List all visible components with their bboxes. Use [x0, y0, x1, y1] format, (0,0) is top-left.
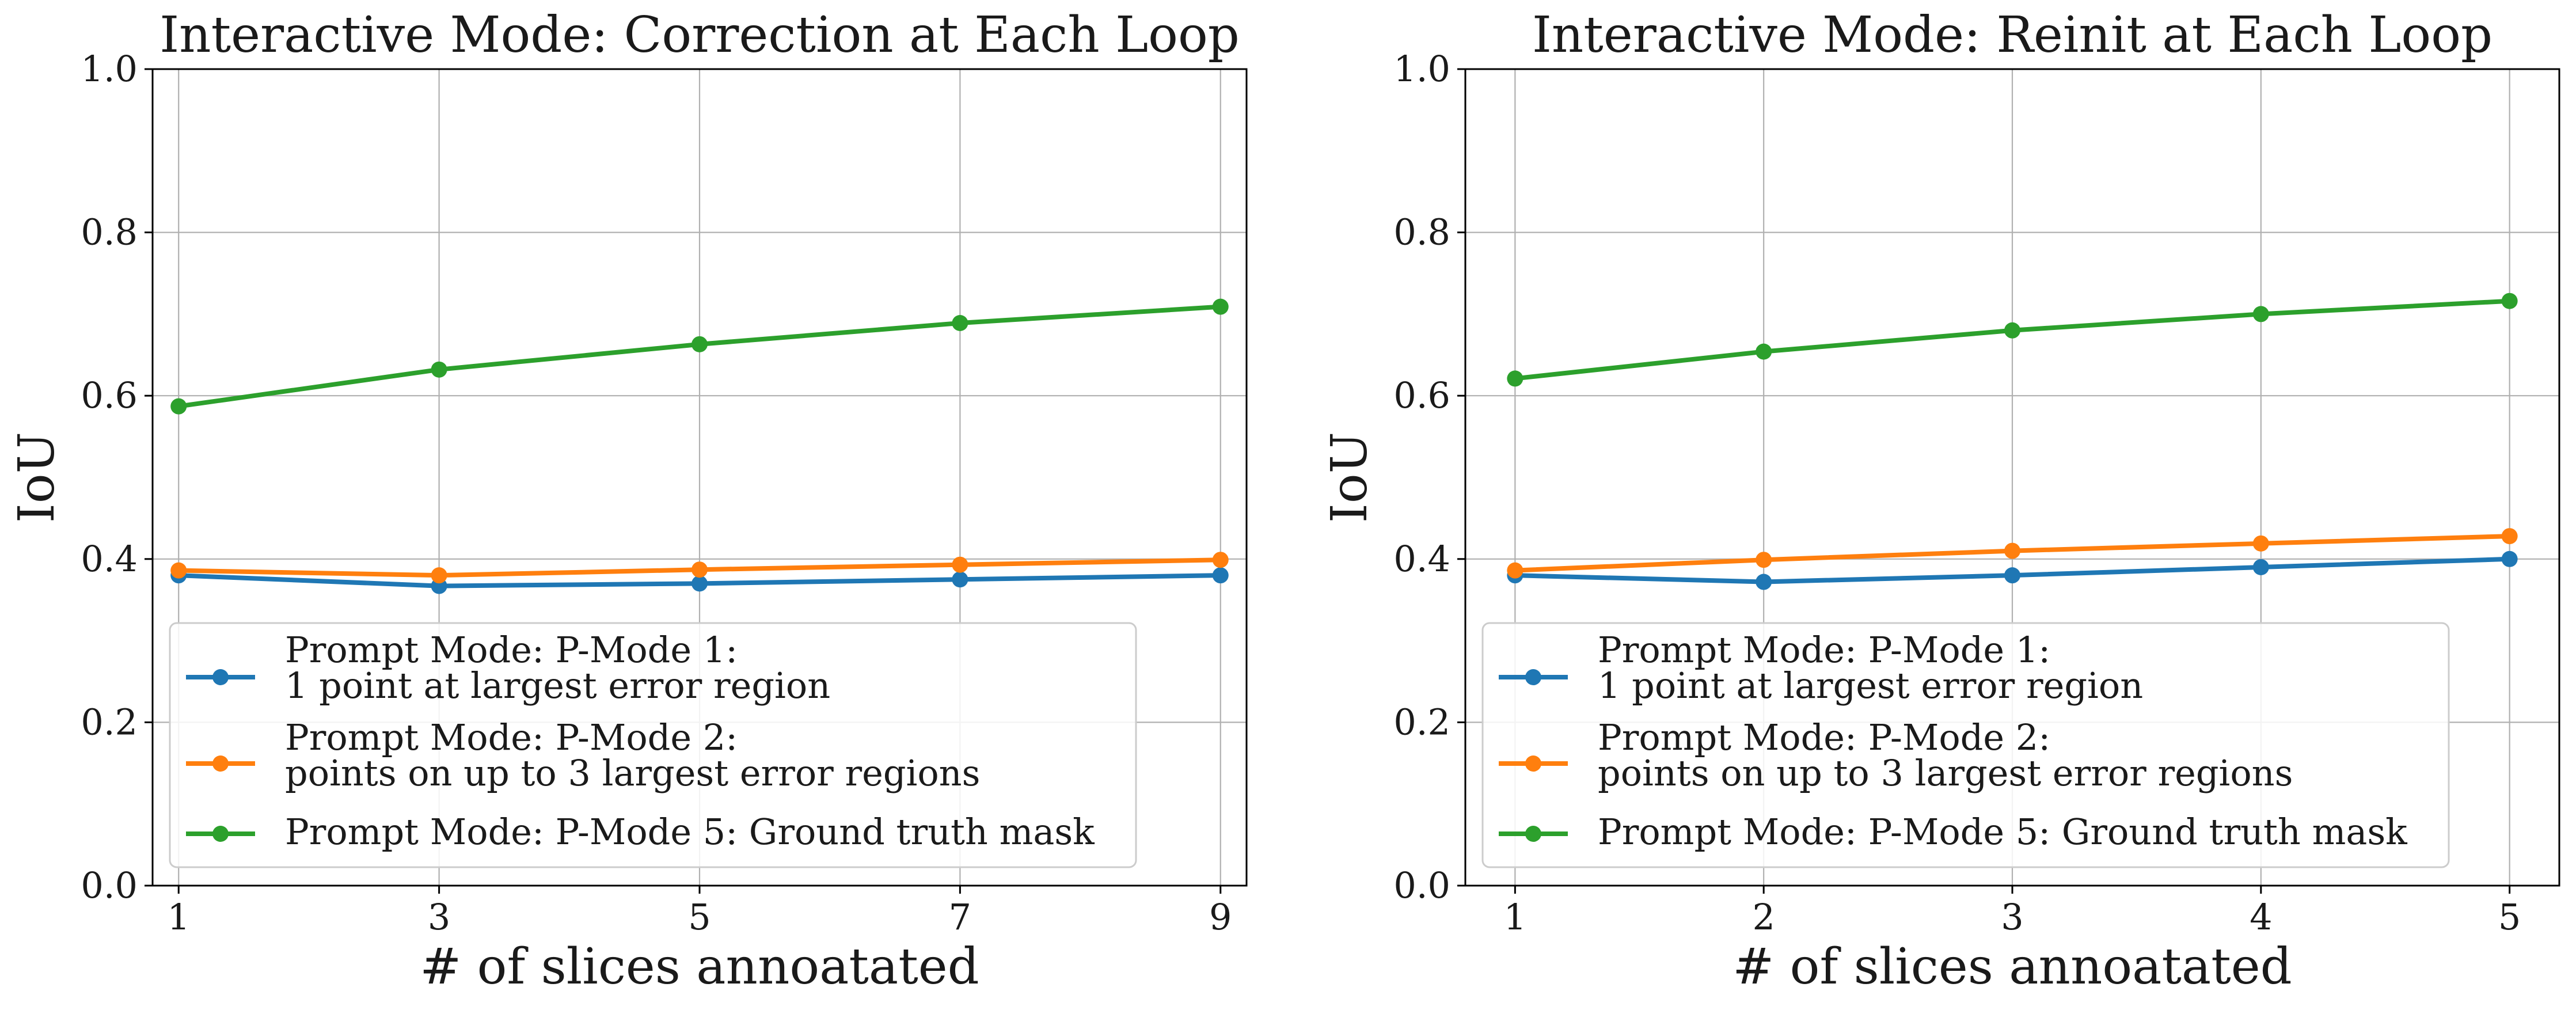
legend-label-3: Prompt Mode: P-Mode 5: Ground truth mask — [1598, 811, 2407, 853]
y-tick-label: 0.2 — [81, 701, 138, 743]
legend-marker-3 — [1525, 826, 1541, 842]
y-tick-label: 0.6 — [1393, 374, 1450, 416]
legend-label-2: Prompt Mode: P-Mode 2: — [285, 716, 738, 758]
y-tick-label: 0.2 — [1393, 701, 1450, 743]
y-tick-label: 0.4 — [1393, 538, 1450, 580]
legend-box — [1481, 622, 2450, 868]
x-tick-label: 4 — [2250, 896, 2272, 938]
series-2-point — [2004, 542, 2020, 559]
legend-marker-1 — [212, 669, 229, 685]
series-3-point — [2004, 322, 2020, 339]
series-2-point — [170, 562, 187, 579]
y-tick-label: 0.0 — [81, 864, 138, 906]
legend-marker-1 — [1525, 669, 1541, 685]
series-3-point — [431, 361, 447, 378]
x-axis-label: # of slices annoatated — [1732, 938, 2292, 996]
legend-label-1: 1 point at largest error region — [285, 665, 830, 707]
y-tick-label: 0.0 — [1393, 864, 1450, 906]
legend-label-1: 1 point at largest error region — [1598, 665, 2143, 707]
legend: Prompt Mode: P-Mode 1:1 point at largest… — [1481, 622, 2450, 868]
series-1-point — [2252, 559, 2269, 575]
series-1-point — [1212, 567, 1229, 584]
x-tick-label: 2 — [1752, 896, 1775, 938]
y-axis-label: IoU — [1321, 432, 1378, 523]
chart-panel-1: 1 3 5 7 9 0.0 0.2 0.4 0.6 0.8 1.0 Interactive Mode:… — [8, 6, 1248, 996]
y-tick-label: 0.8 — [1393, 211, 1450, 253]
series-2-point — [431, 567, 447, 584]
x-tick-label: 1 — [168, 896, 190, 938]
chart-panel-2: 1 2 3 4 5 0.0 0.2 0.4 0.6 0.8 1.0 Interactive Mode:… — [1321, 6, 2560, 996]
legend-marker-2 — [212, 755, 229, 772]
series-1-point — [2004, 567, 2020, 584]
series-2-point — [692, 561, 708, 578]
series-3-point — [2252, 306, 2269, 322]
x-tick-label: 1 — [1504, 896, 1526, 938]
y-tick-label: 1.0 — [81, 48, 138, 90]
series-1-point — [1756, 574, 1772, 590]
x-tick-label: 7 — [949, 896, 971, 938]
legend-box — [169, 622, 1137, 868]
x-tick-label: 5 — [2498, 896, 2521, 938]
series-3-point — [1756, 343, 1772, 360]
legend-label-2: points on up to 3 largest error regions — [1598, 752, 2293, 794]
chart-title: Interactive Mode: Correction at Each Loo… — [159, 6, 1240, 64]
legend-label-3: Prompt Mode: P-Mode 5: Ground truth mask — [285, 811, 1095, 853]
series-2-point — [952, 556, 968, 573]
series-1-point — [2501, 550, 2518, 567]
series-3-point — [1507, 370, 1523, 387]
legend-label-2: Prompt Mode: P-Mode 2: — [1598, 716, 2050, 758]
x-tick-label: 3 — [428, 896, 450, 938]
series-3-point — [170, 398, 187, 415]
y-tick-label: 1.0 — [1393, 48, 1450, 90]
series-2-point — [1756, 552, 1772, 568]
series-2-point — [1507, 562, 1523, 579]
x-tick-label: 3 — [2001, 896, 2023, 938]
legend-label-2: points on up to 3 largest error regions — [285, 752, 980, 794]
series-2-point — [1212, 552, 1229, 568]
y-tick-label: 0.6 — [81, 374, 138, 416]
legend-marker-2 — [1525, 755, 1541, 772]
chart-title: Interactive Mode: Reinit at Each Loop — [1532, 6, 2493, 64]
series-2-point — [2501, 528, 2518, 545]
y-tick-label: 0.4 — [81, 538, 138, 580]
legend-marker-3 — [212, 826, 229, 842]
series-3-point — [692, 336, 708, 352]
x-tick-label: 5 — [688, 896, 711, 938]
series-2-point — [2252, 535, 2269, 552]
series-1-point — [692, 575, 708, 592]
x-axis-label: # of slices annoatated — [420, 938, 979, 996]
series-1-point — [952, 571, 968, 588]
y-axis-label: IoU — [8, 432, 66, 523]
legend: Prompt Mode: P-Mode 1:1 point at largest… — [169, 622, 1137, 868]
series-3-point — [1212, 298, 1229, 315]
x-tick-label: 9 — [1209, 896, 1232, 938]
legend-label-1: Prompt Mode: P-Mode 1: — [285, 629, 738, 671]
y-tick-label: 0.8 — [81, 211, 138, 253]
legend-label-1: Prompt Mode: P-Mode 1: — [1598, 629, 2050, 671]
series-3-point — [952, 314, 968, 331]
series-3-point — [2501, 293, 2518, 309]
